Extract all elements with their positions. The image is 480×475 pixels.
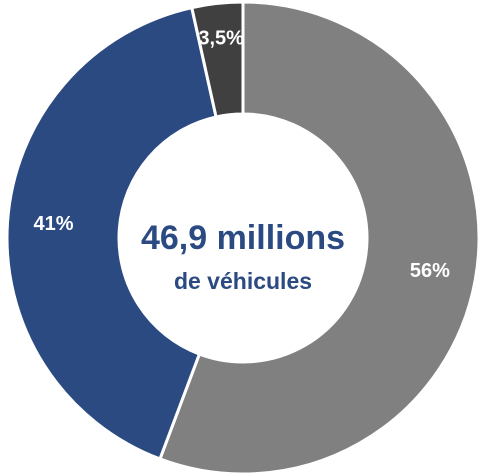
center-subtitle: de véhicules: [174, 268, 312, 294]
value-label: 56%: [410, 260, 450, 282]
value-label: 3,5%: [198, 27, 244, 49]
value-label: 41%: [33, 213, 73, 235]
center-title: 46,9 millions: [141, 219, 345, 257]
slices: [5, 0, 480, 475]
slice: [189, 0, 245, 119]
slice: [5, 5, 218, 461]
slice: [158, 0, 480, 475]
